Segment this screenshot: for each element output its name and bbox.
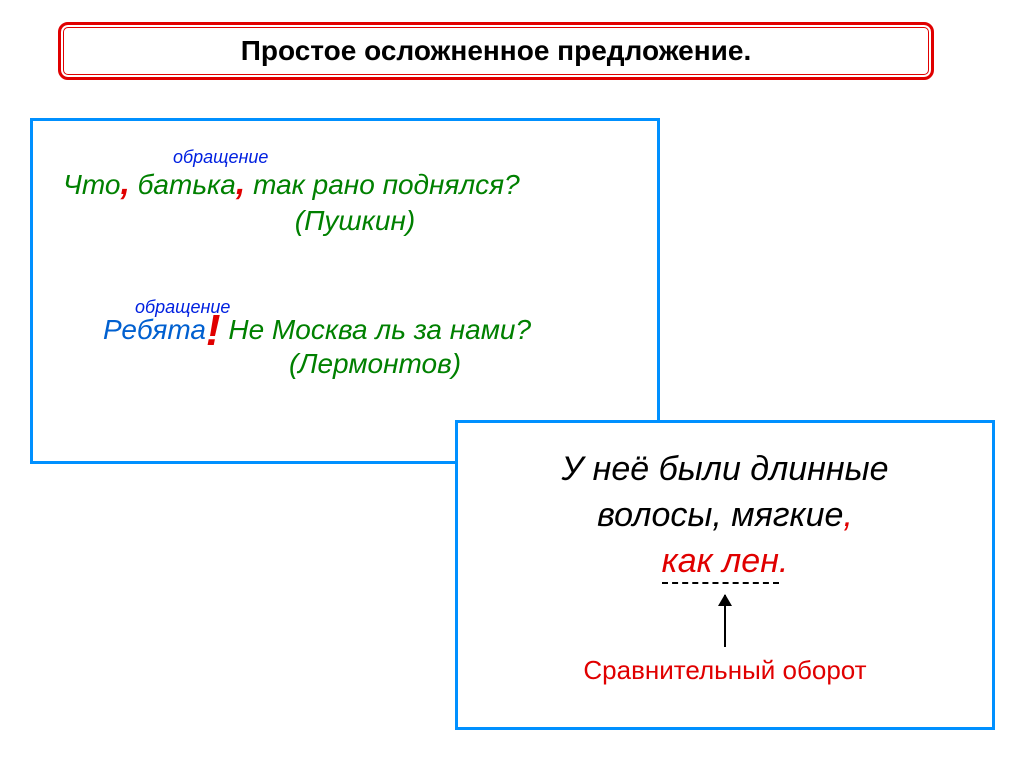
word-rebyata: Ребята (103, 314, 206, 345)
rest-2: Не Москва ль за нами? (221, 314, 532, 345)
arrow-container (476, 595, 974, 647)
exclamation: ! (206, 306, 221, 355)
arrow-up-icon (724, 595, 726, 647)
examples-box-1: обращение Что, батька, так рано поднялся… (30, 118, 660, 464)
word-chto: Что (63, 169, 120, 200)
author-1: (Пушкин) (63, 205, 647, 237)
s3-dot: . (779, 542, 788, 580)
comma-2: , (236, 164, 245, 202)
comma-1: , (120, 164, 129, 202)
caption-comparative: Сравнительный оборот (476, 655, 974, 686)
word-batka: батька (130, 169, 236, 200)
examples-box-2: У неё были длинные волосы, мягкие, как л… (455, 420, 995, 730)
title-box: Простое осложненное предложение. (58, 22, 934, 80)
sentence-1: Что, батька, так рано поднялся? (63, 164, 647, 203)
sentence-2: Ребята! Не Москва ль за нами? (103, 314, 647, 346)
s3-kak-len: как лен (662, 542, 779, 584)
page-title: Простое осложненное предложение. (241, 35, 751, 67)
example-1: обращение Что, батька, так рано поднялся… (63, 147, 647, 237)
author-2: (Лермонтов) (103, 348, 647, 380)
s3-line2a: волосы, мягкие (597, 496, 843, 534)
s3-line1: У неё были длинные (561, 450, 888, 488)
rest-1: так рано поднялся? (245, 169, 519, 200)
sentence-3: У неё были длинные волосы, мягкие, как л… (476, 447, 974, 585)
s3-comma: , (843, 496, 852, 534)
example-2: обращение Ребята! Не Москва ль за нами? … (103, 297, 647, 380)
